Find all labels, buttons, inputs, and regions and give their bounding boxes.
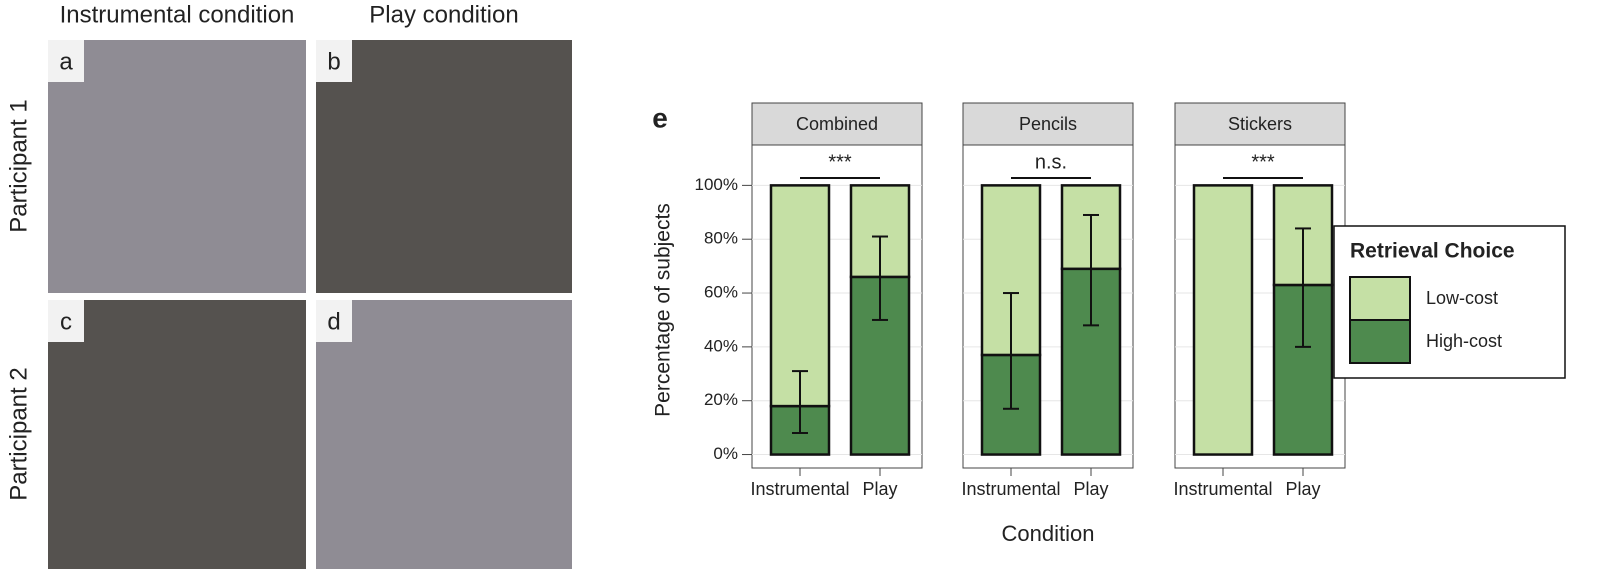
x-tick-label: Instrumental bbox=[750, 479, 849, 499]
bar-segment bbox=[1060, 267, 1122, 456]
strip bbox=[962, 102, 1134, 146]
photo-label: a bbox=[59, 48, 73, 75]
photo-label-box bbox=[316, 300, 352, 342]
x-tick-label: Instrumental bbox=[961, 479, 1060, 499]
x-axis-label: Condition bbox=[1002, 521, 1095, 546]
x-tick-label: Instrumental bbox=[1173, 479, 1272, 499]
photo bbox=[316, 300, 572, 569]
legend-label: High-cost bbox=[1426, 331, 1502, 351]
photo bbox=[316, 40, 572, 293]
facet-title: Pencils bbox=[1019, 114, 1077, 134]
photo-label: c bbox=[60, 308, 72, 335]
facet-title: Combined bbox=[796, 114, 878, 134]
legend-swatch bbox=[1349, 276, 1411, 321]
photos bbox=[48, 40, 572, 569]
error-bar bbox=[1003, 292, 1019, 410]
photo-label-box bbox=[316, 40, 352, 82]
x-tick-label: Play bbox=[1285, 479, 1320, 499]
legend-label: Low-cost bbox=[1426, 288, 1498, 308]
y-axis-label: Percentage of subjects bbox=[652, 203, 675, 417]
significance: *** bbox=[1251, 151, 1275, 173]
photo-label-box bbox=[48, 300, 84, 342]
x-tick-label: Play bbox=[1073, 479, 1108, 499]
y-tick-label: 80% bbox=[704, 229, 738, 248]
y-tick-label: 100% bbox=[695, 175, 738, 194]
significance: *** bbox=[828, 151, 852, 173]
bar-segment bbox=[1192, 184, 1254, 456]
strip bbox=[1174, 102, 1346, 146]
row-title: Participant 2 bbox=[5, 367, 32, 500]
photo-label: d bbox=[327, 308, 340, 335]
error-bar bbox=[1083, 213, 1099, 327]
y-tick-label: 0% bbox=[713, 444, 738, 463]
strip bbox=[751, 102, 923, 146]
x-tick-label: Play bbox=[862, 479, 897, 499]
y-tick-label: 20% bbox=[704, 390, 738, 409]
photo bbox=[48, 300, 306, 569]
legend-title: Retrieval Choice bbox=[1350, 240, 1515, 263]
error-bar bbox=[872, 235, 888, 321]
photo-label-box bbox=[48, 40, 84, 82]
column-title: Play condition bbox=[369, 1, 518, 28]
column-title: Instrumental condition bbox=[60, 1, 295, 28]
y-tick-label: 60% bbox=[704, 283, 738, 302]
significance: n.s. bbox=[1035, 151, 1067, 173]
facet-title: Stickers bbox=[1228, 114, 1292, 134]
row-title: Participant 1 bbox=[5, 99, 32, 232]
bar-segment bbox=[769, 184, 831, 408]
legend-swatch bbox=[1349, 319, 1411, 364]
photo bbox=[48, 40, 306, 293]
error-bar bbox=[792, 370, 808, 435]
panel-label: e bbox=[652, 102, 668, 133]
error-bar bbox=[1295, 227, 1311, 348]
y-tick-label: 40% bbox=[704, 336, 738, 355]
photo-label: b bbox=[327, 48, 340, 75]
